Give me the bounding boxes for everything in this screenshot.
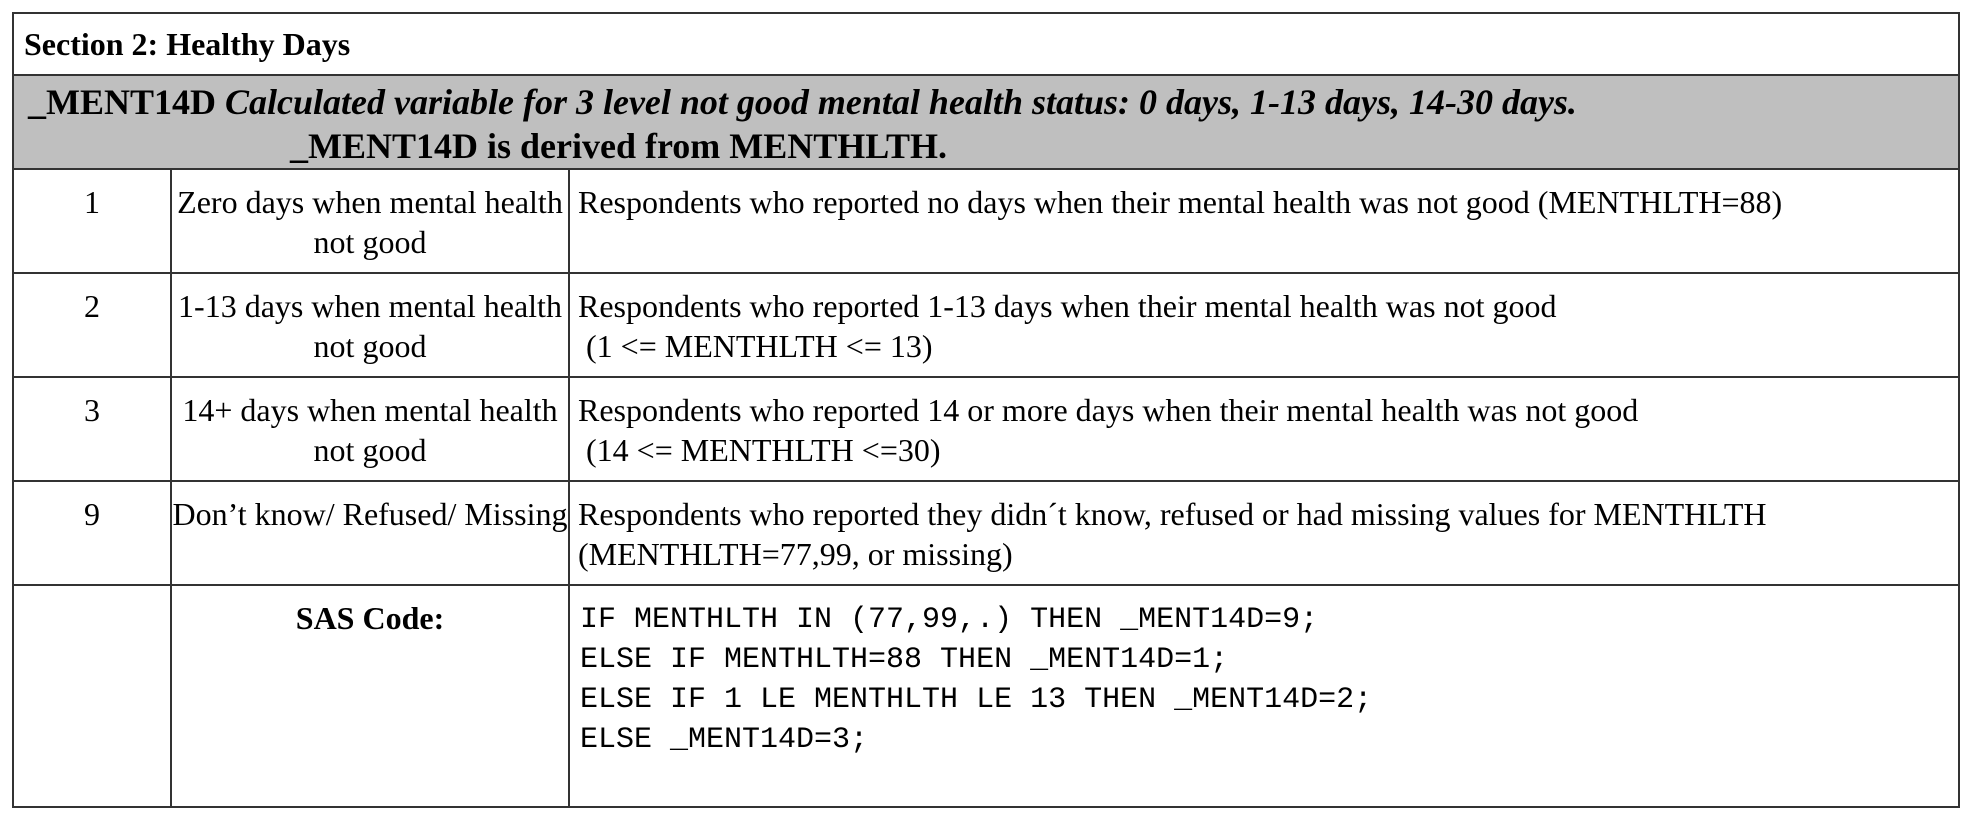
code-line: ELSE _MENT14D=3; [580, 723, 869, 757]
code-line: IF MENTHLTH IN (77,99,.) THEN _MENT14D=9… [580, 603, 1319, 637]
label-cell: 14+ days when mental health not good [170, 376, 570, 482]
value-cell: 1 [12, 168, 172, 274]
section-title: Section 2: Healthy Days [12, 12, 1960, 76]
table-row: 1 Zero days when mental health not good … [12, 168, 1960, 274]
variable-header: _MENT14D Calculated variable for 3 level… [12, 74, 1960, 170]
sas-code-block: IF MENTHLTH IN (77,99,.) THEN _MENT14D=9… [568, 584, 1960, 808]
variable-description: Calculated variable for 3 level not good… [225, 82, 1577, 122]
label-cell: Don’t know/ Refused/ Missing [170, 480, 570, 586]
description-cell: Respondents who reported they didn´t kno… [568, 480, 1960, 586]
value-cell: 2 [12, 272, 172, 378]
code-line: ELSE IF MENTHLTH=88 THEN _MENT14D=1; [580, 643, 1229, 677]
table-row: 3 14+ days when mental health not good R… [12, 376, 1960, 482]
table-row: 9 Don’t know/ Refused/ Missing Responden… [12, 480, 1960, 586]
codebook-table: Section 2: Healthy Days _MENT14D Calcula… [12, 12, 1960, 808]
label-cell: 1-13 days when mental health not good [170, 272, 570, 378]
variable-name: _MENT14D [28, 82, 216, 122]
value-cell: 3 [12, 376, 172, 482]
table-row: 2 1-13 days when mental health not good … [12, 272, 1960, 378]
empty-cell [12, 584, 172, 808]
sas-code-row: SAS Code: IF MENTHLTH IN (77,99,.) THEN … [12, 584, 1960, 808]
description-cell: Respondents who reported 1-13 days when … [568, 272, 1960, 378]
code-line: ELSE IF 1 LE MENTHLTH LE 13 THEN _MENT14… [580, 683, 1373, 717]
variable-derivation: _MENT14D is derived from MENTHLTH. [290, 126, 948, 166]
description-cell: Respondents who reported no days when th… [568, 168, 1960, 274]
value-cell: 9 [12, 480, 172, 586]
description-cell: Respondents who reported 14 or more days… [568, 376, 1960, 482]
label-cell: Zero days when mental health not good [170, 168, 570, 274]
sas-code-label: SAS Code: [170, 584, 570, 808]
